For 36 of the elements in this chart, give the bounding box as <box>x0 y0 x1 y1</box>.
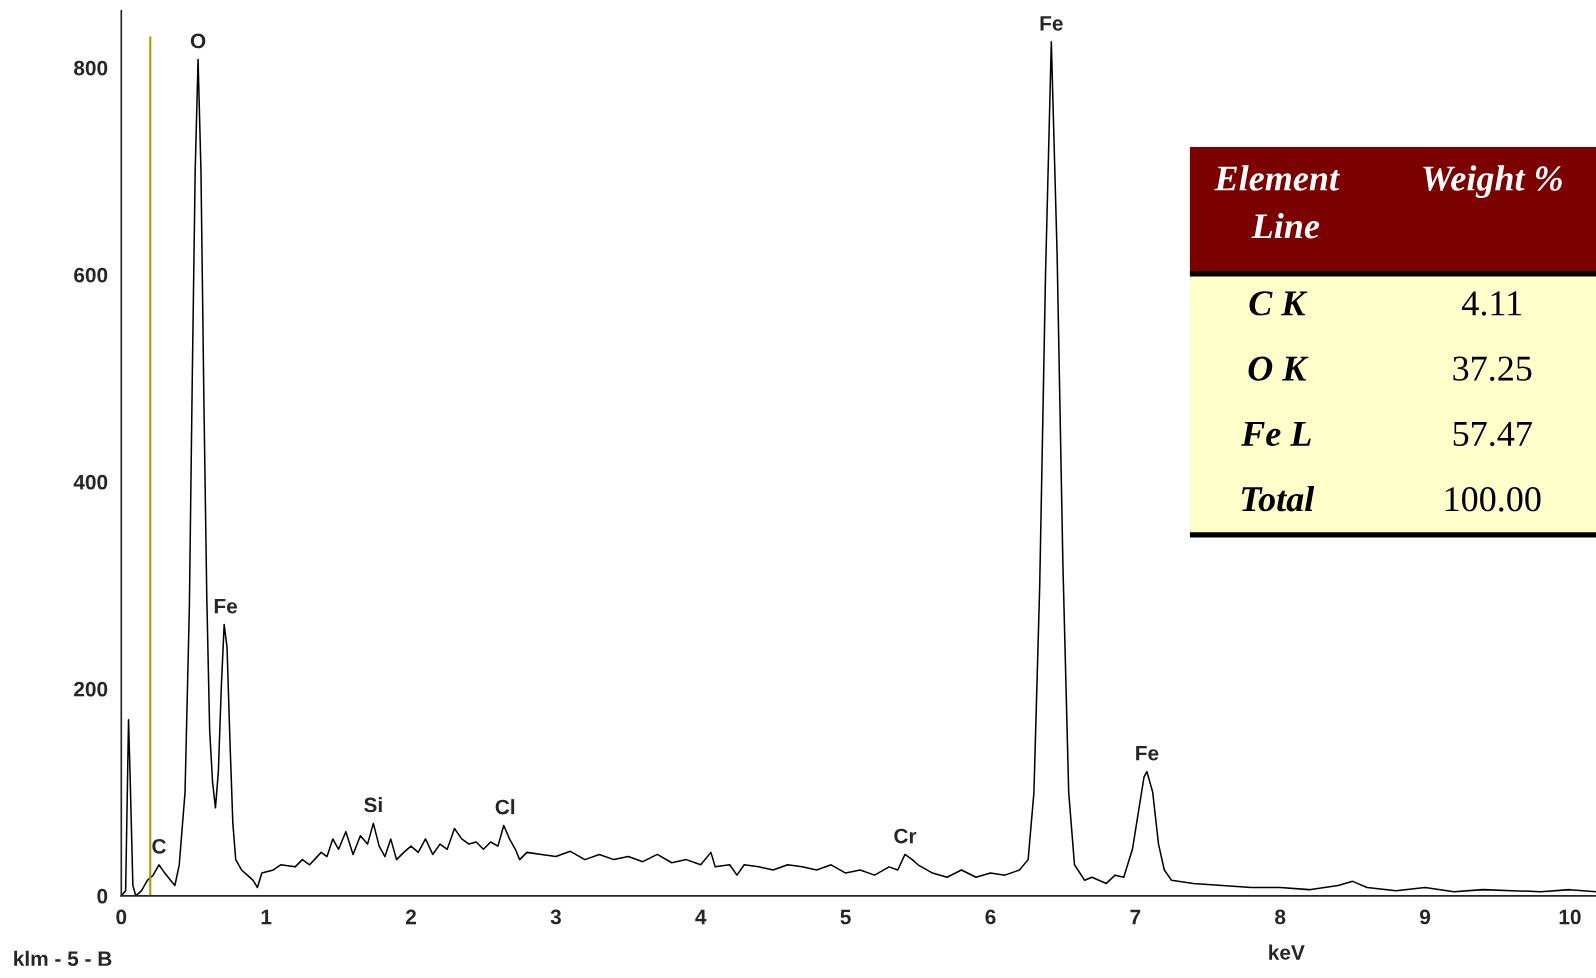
annotation: 37.25 <box>1453 356 1532 381</box>
annotation: O K <box>1248 356 1309 381</box>
annotation: Total <box>1241 485 1315 512</box>
x-tick-label: 5 <box>840 909 851 925</box>
x-tick-label: 0 <box>116 909 127 925</box>
annotation: C <box>152 838 166 854</box>
annotation: 57.47 <box>1453 421 1532 447</box>
x-tick-label: 10 <box>1559 909 1581 925</box>
annotation: Si <box>364 797 382 813</box>
x-tick-label: 3 <box>550 909 561 925</box>
x-tick-label: 4 <box>695 909 707 925</box>
annotation: Cl <box>495 799 515 815</box>
y-tick-label: 200 <box>74 681 108 697</box>
x-tick-label: 1 <box>261 909 272 925</box>
annotation: Fe <box>1136 746 1159 761</box>
x-tick-label: 7 <box>1130 909 1141 925</box>
y-tick-label: 0 <box>97 888 108 904</box>
annotation: O <box>190 33 206 49</box>
annotation: Fe <box>214 599 238 614</box>
text: klm - 5 - B <box>14 950 112 967</box>
y-tick-label: 800 <box>74 60 108 76</box>
annotation: Element Line <box>1214 165 1340 239</box>
x-tick-label: 6 <box>985 909 996 925</box>
y-tick-label: 400 <box>73 474 108 490</box>
annotation: Fe <box>1040 16 1063 31</box>
annotation: Cr <box>894 828 917 844</box>
y-tick-label: 600 <box>74 267 108 283</box>
annotation: 4.11 <box>1462 291 1522 316</box>
x-tick-label: 2 <box>405 909 416 925</box>
x-tick-label: 9 <box>1419 909 1431 925</box>
annotation: C K <box>1249 291 1308 316</box>
annotation: Fe L <box>1241 422 1311 447</box>
annotation: 100.00 <box>1445 486 1541 512</box>
x-tick-label: 8 <box>1275 909 1286 925</box>
x-axis-title: keV <box>1269 944 1305 960</box>
annotation: Weight % <box>1423 165 1562 199</box>
